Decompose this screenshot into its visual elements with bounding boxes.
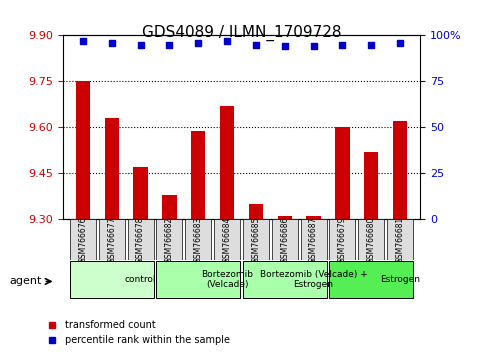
Bar <box>220 106 234 219</box>
Point <box>166 42 173 47</box>
FancyBboxPatch shape <box>214 219 240 260</box>
Text: GDS4089 / ILMN_1709728: GDS4089 / ILMN_1709728 <box>142 25 341 41</box>
Point <box>310 44 317 49</box>
Text: GSM766683: GSM766683 <box>194 217 203 263</box>
Text: GSM766686: GSM766686 <box>280 217 289 263</box>
Text: GSM766677: GSM766677 <box>107 217 116 263</box>
Text: control: control <box>125 275 156 284</box>
FancyBboxPatch shape <box>156 261 240 298</box>
FancyBboxPatch shape <box>70 219 96 260</box>
FancyBboxPatch shape <box>300 219 327 260</box>
FancyBboxPatch shape <box>70 261 154 298</box>
Bar <box>162 195 177 219</box>
Text: Estrogen: Estrogen <box>380 275 420 284</box>
Text: GSM766680: GSM766680 <box>367 222 376 276</box>
Legend: transformed count, percentile rank within the sample: transformed count, percentile rank withi… <box>43 316 234 349</box>
FancyBboxPatch shape <box>243 261 327 298</box>
Point <box>79 38 87 44</box>
Bar <box>393 121 407 219</box>
Text: GSM766683: GSM766683 <box>194 222 203 276</box>
Bar <box>76 81 90 219</box>
Text: GSM766681: GSM766681 <box>396 217 405 263</box>
Text: Bortezomib
(Velcade): Bortezomib (Velcade) <box>201 270 253 289</box>
Bar <box>105 118 119 219</box>
Bar <box>278 216 292 219</box>
Text: GSM766679: GSM766679 <box>338 217 347 263</box>
Text: GSM766682: GSM766682 <box>165 222 174 276</box>
Text: GSM766686: GSM766686 <box>280 222 289 276</box>
Point <box>339 42 346 47</box>
Text: GSM766684: GSM766684 <box>223 222 231 276</box>
FancyBboxPatch shape <box>272 219 298 260</box>
FancyBboxPatch shape <box>358 219 384 260</box>
FancyBboxPatch shape <box>387 219 413 260</box>
Bar <box>306 216 321 219</box>
Point <box>194 40 202 46</box>
Bar <box>249 204 263 219</box>
Text: GSM766685: GSM766685 <box>252 217 260 263</box>
Bar <box>191 131 205 219</box>
FancyBboxPatch shape <box>156 219 183 260</box>
Text: GSM766685: GSM766685 <box>252 222 260 276</box>
FancyBboxPatch shape <box>329 219 355 260</box>
Text: GSM766684: GSM766684 <box>223 217 231 263</box>
Bar <box>133 167 148 219</box>
FancyBboxPatch shape <box>128 219 154 260</box>
Point <box>137 42 144 47</box>
Point <box>108 40 115 46</box>
FancyBboxPatch shape <box>99 219 125 260</box>
Text: GSM766678: GSM766678 <box>136 222 145 276</box>
Point <box>368 42 375 47</box>
Text: GSM766682: GSM766682 <box>165 217 174 263</box>
Text: GSM766680: GSM766680 <box>367 217 376 263</box>
Text: Bortezomib (Velcade) +
Estrogen: Bortezomib (Velcade) + Estrogen <box>260 270 368 289</box>
FancyBboxPatch shape <box>185 219 211 260</box>
Text: GSM766687: GSM766687 <box>309 222 318 276</box>
Text: agent: agent <box>10 276 42 286</box>
Text: GSM766679: GSM766679 <box>338 222 347 276</box>
Text: GSM766687: GSM766687 <box>309 217 318 263</box>
Point <box>396 40 404 46</box>
FancyBboxPatch shape <box>329 261 413 298</box>
Bar <box>335 127 350 219</box>
Point <box>281 44 289 49</box>
Text: GSM766677: GSM766677 <box>107 222 116 276</box>
Bar <box>364 152 378 219</box>
Text: GSM766676: GSM766676 <box>78 222 87 276</box>
Text: GSM766681: GSM766681 <box>396 222 405 276</box>
FancyBboxPatch shape <box>243 219 269 260</box>
Point <box>252 42 260 47</box>
Point <box>223 38 231 44</box>
Text: GSM766678: GSM766678 <box>136 217 145 263</box>
Text: GSM766676: GSM766676 <box>78 217 87 263</box>
